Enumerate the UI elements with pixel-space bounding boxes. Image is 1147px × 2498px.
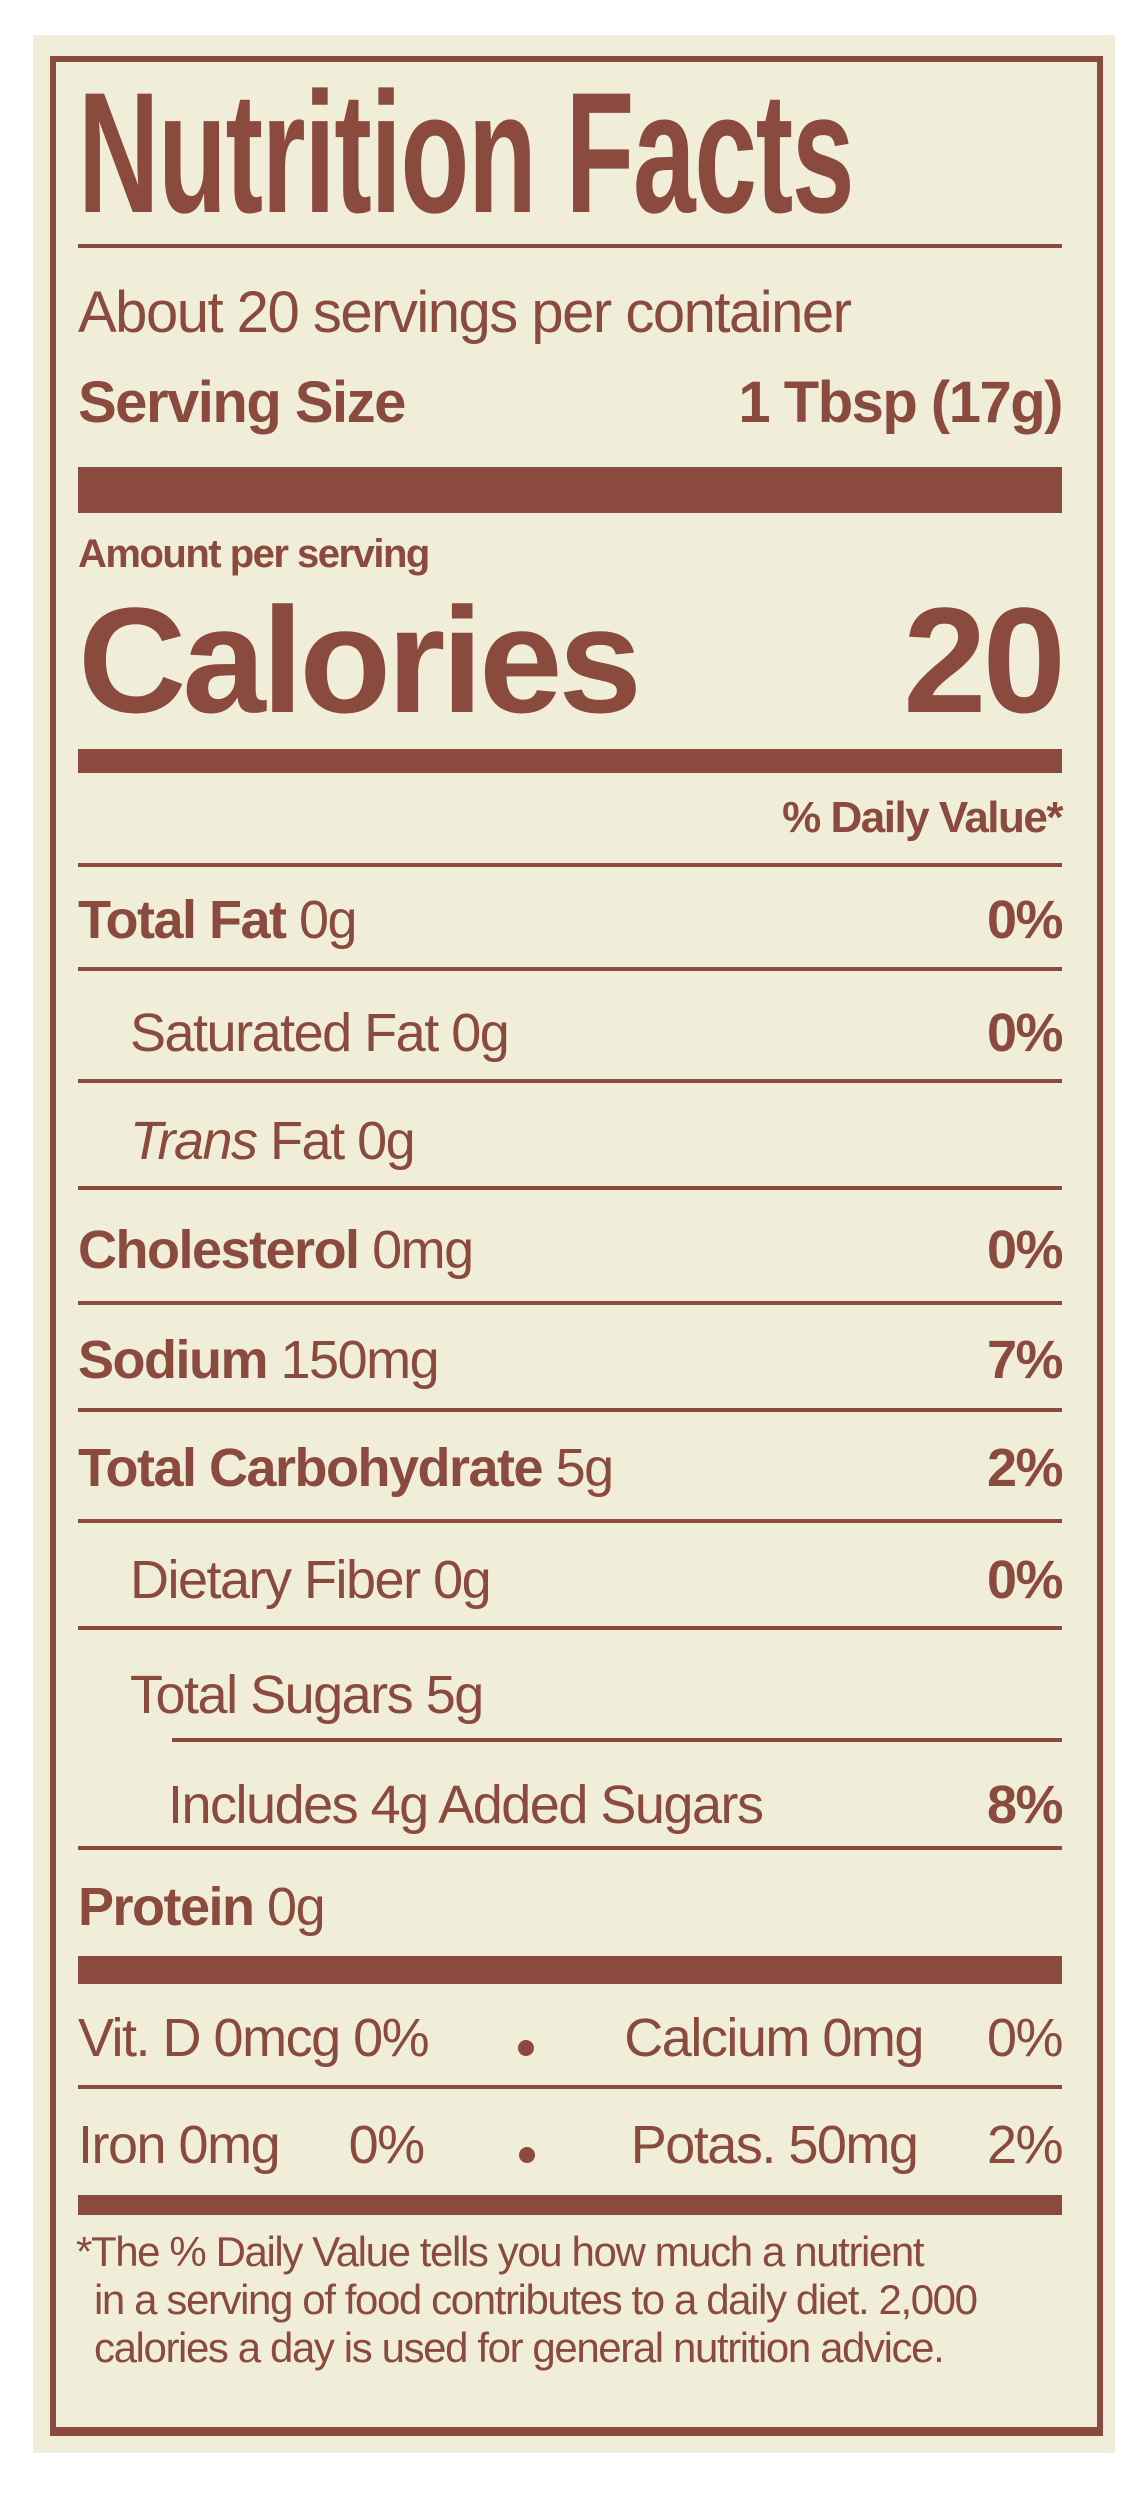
footnote: *The % Daily Value tells you how much a …: [76, 2228, 978, 2371]
label-title: Nutrition Facts: [78, 57, 855, 249]
nutrient-row-total-carbohydrate: Total Carbohydrate 5g 2%: [78, 1438, 1064, 1498]
nutrient-row-trans-fat: Trans Fat 0g: [130, 1111, 416, 1171]
daily-value-header: % Daily Value*: [782, 793, 1063, 842]
nutrient-row-protein: Protein 0g: [78, 1877, 326, 1937]
divider: [78, 967, 1062, 971]
nutrient-row-total-fat: Total Fat 0g 0%: [78, 890, 1064, 950]
nutrient-row-sodium: Sodium 150mg 7%: [78, 1330, 1064, 1390]
divider: [78, 1519, 1062, 1523]
divider: [78, 1408, 1062, 1412]
thick-divider: [78, 1956, 1062, 1984]
thick-divider: [78, 2195, 1062, 2215]
label-background: [33, 35, 1115, 2453]
nutrient-row-saturated-fat: Saturated Fat 0g 0%: [130, 1003, 1064, 1063]
micronutrient-row-2: Iron 0mg 0% Potas. 50mg 2%: [78, 2115, 1064, 2175]
nutrient-row-total-sugars: Total Sugars 5g: [130, 1665, 484, 1725]
divider: [78, 244, 1062, 248]
divider: [78, 1846, 1062, 1850]
divider: [172, 1738, 1062, 1742]
nutrient-row-cholesterol: Cholesterol 0mg 0%: [78, 1220, 1064, 1280]
amount-per-serving: Amount per serving: [78, 532, 430, 576]
calories-row: Calories 20: [78, 576, 1066, 744]
divider: [78, 863, 1062, 867]
bullet-icon: [519, 2147, 536, 2163]
servings-per-container: About 20 servings per container: [78, 280, 852, 345]
thick-divider: [78, 749, 1062, 773]
divider: [78, 1626, 1062, 1630]
thick-divider: [78, 467, 1062, 513]
label-border: [50, 56, 1103, 2436]
divider: [78, 2085, 1062, 2089]
divider: [78, 1301, 1062, 1305]
serving-size-row: Serving Size 1 Tbsp (17g): [78, 370, 1063, 435]
nutrient-row-added-sugars: Includes 4g Added Sugars 8%: [168, 1775, 1064, 1835]
divider: [78, 1186, 1062, 1190]
bullet-icon: [518, 2040, 535, 2056]
micronutrient-row-1: Vit. D 0mcg 0% Calcium 0mg 0%: [78, 2008, 1064, 2068]
nutrient-row-dietary-fiber: Dietary Fiber 0g 0%: [130, 1550, 1064, 1610]
divider: [78, 1079, 1062, 1083]
